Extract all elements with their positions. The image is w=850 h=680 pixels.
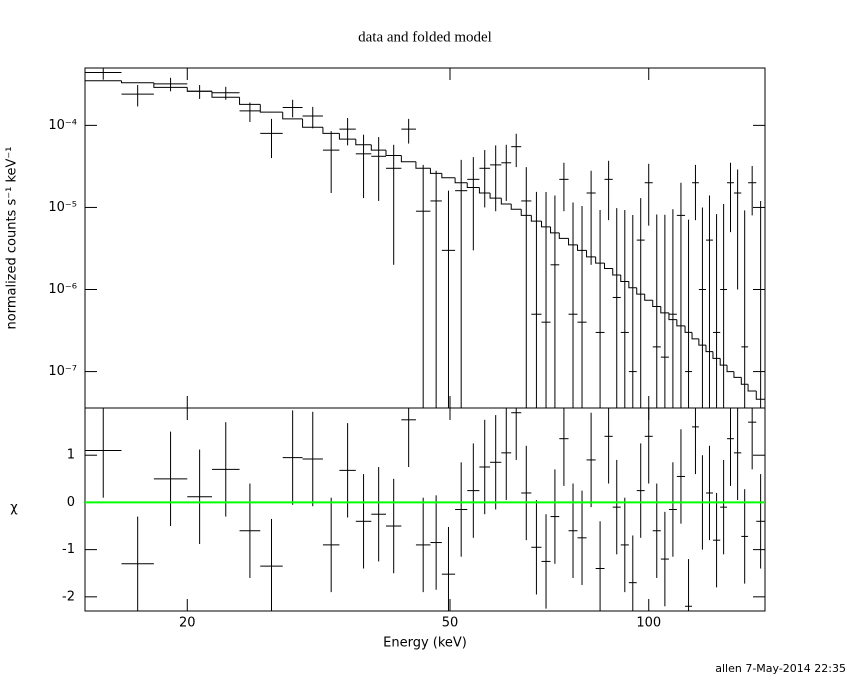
bottom-frame <box>84 407 766 612</box>
model-step <box>595 256 605 264</box>
model-step <box>733 371 742 378</box>
model-step <box>726 365 734 373</box>
model-step <box>510 204 522 210</box>
model-step <box>415 161 431 169</box>
model-step <box>644 294 653 301</box>
model-step <box>712 351 721 359</box>
model-step <box>239 97 261 105</box>
model-step <box>338 133 356 140</box>
model-step <box>429 168 442 174</box>
model-step <box>558 232 569 239</box>
model-step <box>660 306 669 314</box>
model-step <box>676 319 686 327</box>
x-tick-label: 50 <box>442 616 459 631</box>
model-step <box>612 268 621 276</box>
model-step <box>691 332 699 340</box>
model-step <box>698 338 706 346</box>
footer: allen 7-May-2014 22:35 <box>715 662 846 675</box>
model-step <box>454 177 468 184</box>
model-step <box>441 173 456 179</box>
model-step <box>520 209 532 216</box>
model-step <box>259 104 283 113</box>
model-step <box>355 139 372 146</box>
model-step <box>489 192 502 199</box>
model-step <box>550 226 560 234</box>
model-step <box>577 244 587 251</box>
y-axis-label: normalized counts s⁻¹ keV⁻¹ <box>5 147 20 330</box>
model-step <box>719 358 728 366</box>
model-step <box>120 80 154 84</box>
model-step <box>586 250 596 258</box>
model-step <box>684 325 693 333</box>
model-step <box>478 187 491 194</box>
x-tick-label: 20 <box>179 616 196 631</box>
model-step <box>636 287 645 295</box>
model-step <box>530 215 542 222</box>
model-step <box>282 112 303 120</box>
y-tick-label: 10⁻⁷ <box>48 364 77 379</box>
model-step <box>755 391 765 400</box>
model-step <box>153 82 188 88</box>
x-axis-label: Energy (keV) <box>383 636 467 651</box>
model-step <box>628 281 637 289</box>
model-step <box>541 221 551 228</box>
model-step <box>603 263 613 270</box>
model-step <box>385 150 402 156</box>
model-step <box>466 182 480 188</box>
model-step <box>302 118 323 128</box>
y-tick-label: 10⁻⁴ <box>48 118 77 133</box>
model-step <box>211 91 240 98</box>
model-step <box>500 198 512 205</box>
chart-title: data and folded model <box>358 29 492 45</box>
model-step <box>652 300 661 308</box>
model-step <box>370 144 387 151</box>
model-step <box>705 345 713 353</box>
model-step <box>668 312 677 321</box>
y-tick-label: 1 <box>67 448 75 463</box>
model-step <box>568 238 578 246</box>
x-tick-label: 100 <box>636 616 661 631</box>
model-step <box>322 127 340 134</box>
y-tick-label: -1 <box>62 542 75 557</box>
model-step <box>740 377 749 385</box>
y-tick-label: -2 <box>62 589 75 604</box>
y-tick-label: 10⁻⁵ <box>48 200 77 215</box>
y-axis-label: χ <box>10 501 18 516</box>
y-tick-label: 10⁻⁶ <box>48 282 77 297</box>
y-tick-label: 0 <box>67 495 75 510</box>
model-step <box>747 384 757 392</box>
model-step <box>620 275 629 283</box>
model-step <box>400 155 416 163</box>
